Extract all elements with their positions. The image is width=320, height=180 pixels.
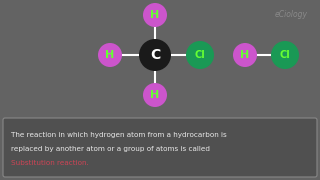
Text: H: H [150,90,160,100]
Circle shape [143,83,167,107]
FancyBboxPatch shape [3,118,317,177]
Text: H: H [240,50,250,60]
Text: eCiology: eCiology [275,10,308,19]
Text: Cl: Cl [280,50,290,60]
Text: Cl: Cl [195,50,205,60]
Text: C: C [150,48,160,62]
Text: replaced by another atom or a group of atoms is called: replaced by another atom or a group of a… [11,146,210,152]
Circle shape [143,3,167,27]
Circle shape [186,41,214,69]
Text: H: H [105,50,115,60]
Text: H: H [150,10,160,20]
Circle shape [98,43,122,67]
Text: Substitution reaction.: Substitution reaction. [11,160,89,166]
Text: The reaction in which hydrogen atom from a hydrocarbon is: The reaction in which hydrogen atom from… [11,132,227,138]
Circle shape [233,43,257,67]
Circle shape [271,41,299,69]
Circle shape [139,39,171,71]
